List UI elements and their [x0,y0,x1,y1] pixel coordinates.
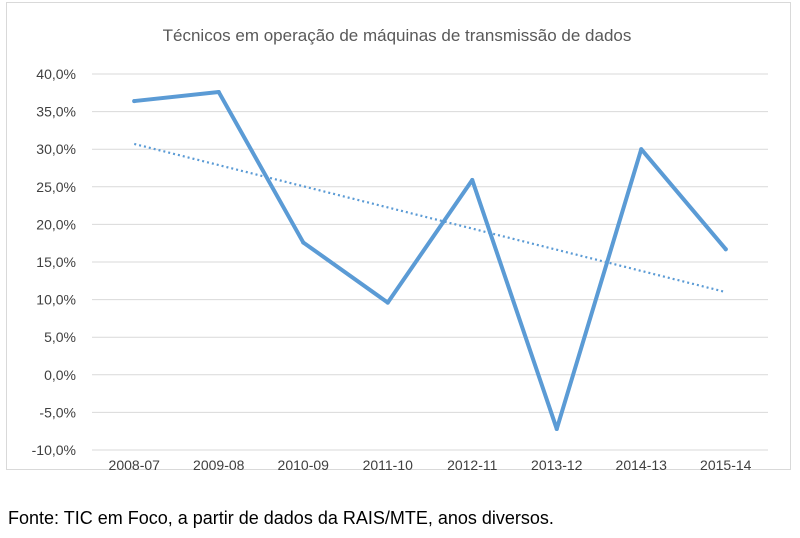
y-tick-label: 25,0% [36,179,76,195]
data-point [301,240,306,245]
data-point [132,99,137,104]
x-axis-ticks: 2008-07 2009-08 2010-09 2011-10 2012-11 2013-… [109,457,752,473]
trendline [133,142,727,294]
y-tick-label: -10,0% [32,442,76,458]
source-note: Fonte: TIC em Foco, a partir de dados da… [8,508,554,528]
series [132,90,728,431]
x-tick-label: 2014-13 [616,457,668,473]
chart-frame [6,2,791,470]
data-point [554,426,559,431]
data-point [385,300,390,305]
y-tick-label: 40,0% [36,66,76,82]
y-tick-label: 10,0% [36,292,76,308]
y-tick-label: 0,0% [44,367,76,383]
data-point [723,247,728,252]
y-tick-label: -5,0% [39,404,76,420]
x-tick-label: 2013-12 [531,457,583,473]
trendline-path [133,142,727,294]
x-tick-label: 2015-14 [700,457,752,473]
chart-title: Técnicos em operação de máquinas de tran… [163,26,632,45]
y-tick-label: 20,0% [36,216,76,232]
data-point [639,147,644,152]
gridlines [92,73,768,451]
data-point [216,90,221,95]
x-tick-label: 2008-07 [109,457,161,473]
y-tick-label: 35,0% [36,104,76,120]
y-axis-ticks: 40,0% 35,0% 30,0% 25,0% 20,0% 15,0% 10,0% 5,0% 0… [32,66,76,458]
x-tick-label: 2012-11 [447,457,498,473]
x-tick-label: 2010-09 [278,457,330,473]
data-point [470,178,475,183]
x-tick-label: 2009-08 [193,457,245,473]
x-tick-label: 2011-10 [363,457,414,473]
y-tick-label: 15,0% [36,254,76,270]
y-tick-label: 5,0% [44,329,76,345]
y-tick-label: 30,0% [36,141,76,157]
series-line [132,90,728,431]
